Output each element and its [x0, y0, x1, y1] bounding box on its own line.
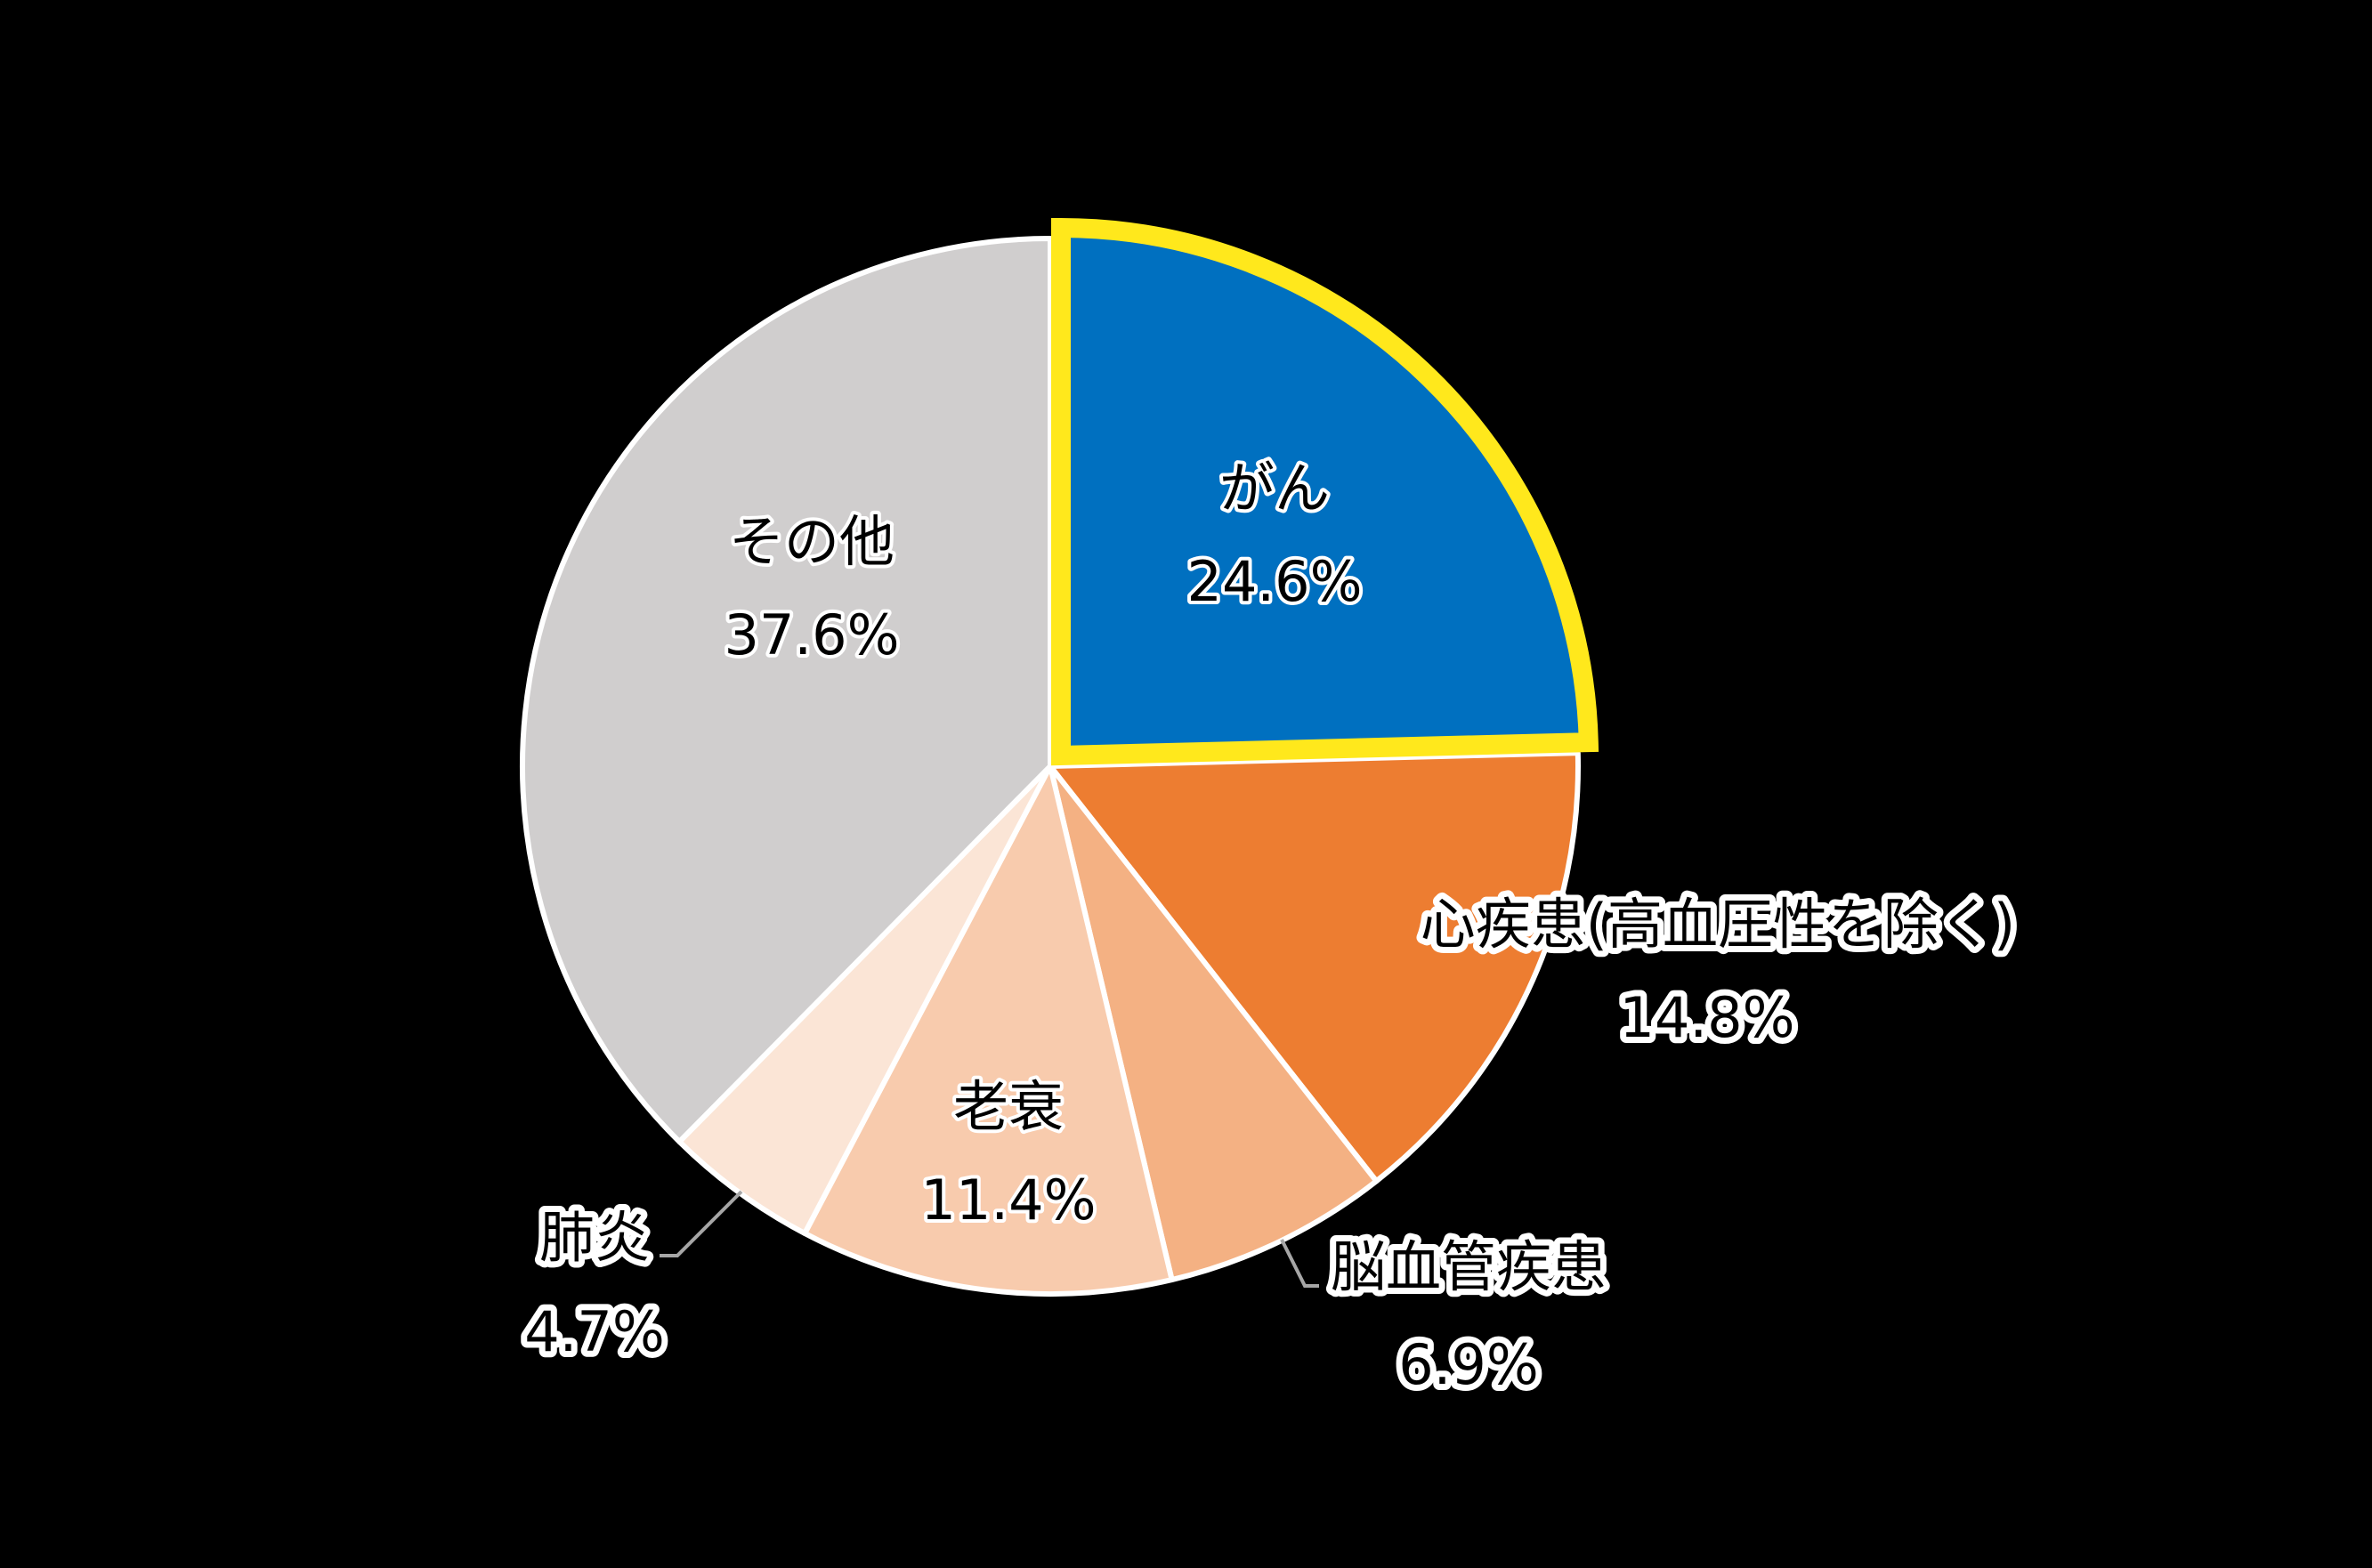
label-pneumonia-pct: 4.7% [524, 1299, 665, 1364]
pie-slice [520, 236, 1053, 1144]
leader-line-pneumonia [660, 1190, 743, 1257]
label-heart-name: 心疾患(高血圧性を除く) [1421, 892, 2015, 957]
pie-slice [1048, 750, 1581, 1184]
pie-slice [802, 764, 1175, 1297]
label-gan-name: がん [1219, 456, 1330, 521]
pie-slice [1048, 764, 1380, 1283]
label-other-pct: 37.6% [725, 602, 900, 667]
label-stroke-name: 脳血管疾患 [1331, 1234, 1607, 1299]
label-heart-pct: 14.8% [1620, 985, 1795, 1050]
label-pneumonia-name: 肺炎 [539, 1205, 650, 1270]
pie-slices [520, 217, 1599, 1297]
leader-line-stroke [1280, 1239, 1319, 1288]
label-stroke-pct: 6.9% [1398, 1332, 1539, 1397]
label-senility-name: 老衰 [953, 1074, 1064, 1139]
label-other-name: その他 [729, 509, 895, 574]
highlight-outline [1051, 217, 1599, 766]
label-senility-pct: 11.4% [921, 1168, 1097, 1233]
label-gan-pct: 24.6% [1187, 549, 1363, 614]
